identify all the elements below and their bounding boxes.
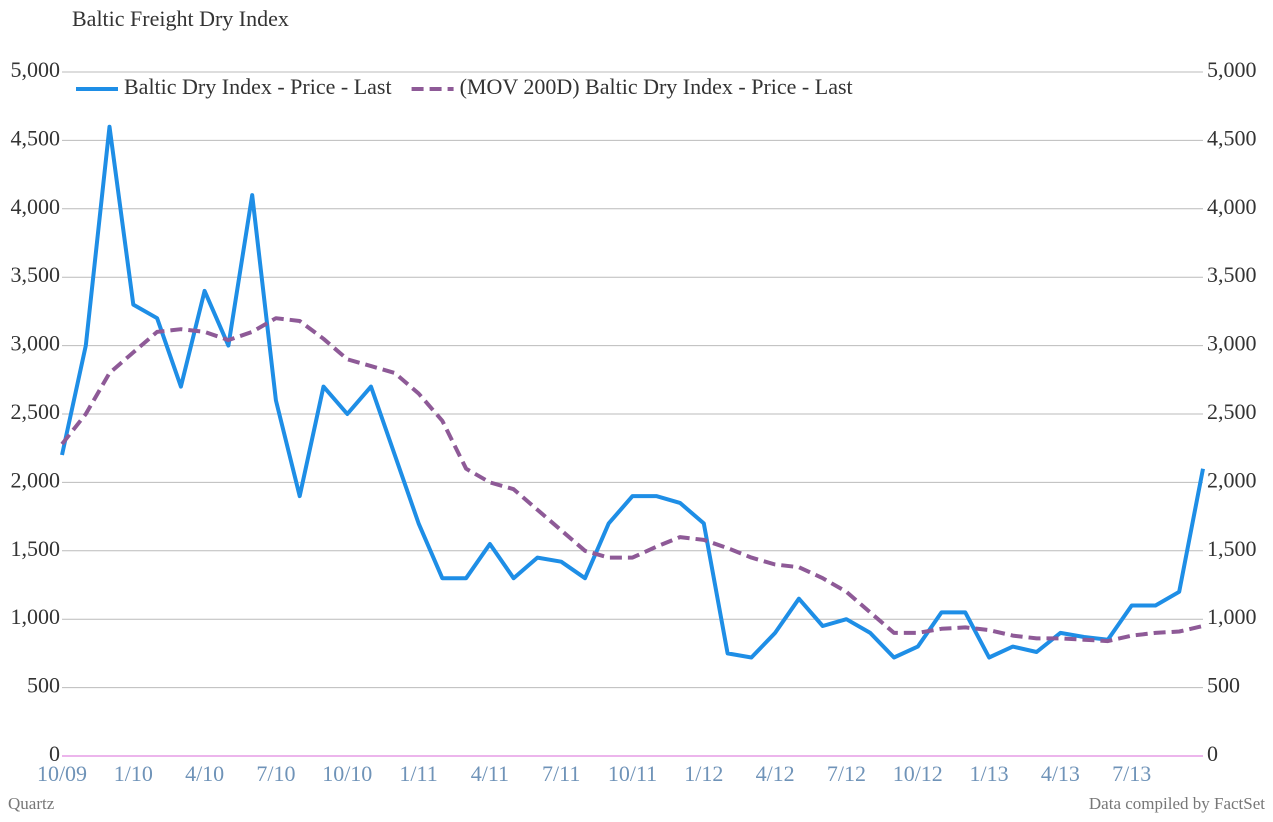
y-tick-label: 2,000 xyxy=(11,467,61,492)
x-tick-label: 4/12 xyxy=(756,761,795,786)
y2-tick-label: 5,000 xyxy=(1207,57,1257,82)
y2-tick-label: 4,000 xyxy=(1207,194,1257,219)
x-tick-label: 10/09 xyxy=(37,761,87,786)
y2-tick-label: 4,500 xyxy=(1207,125,1257,150)
x-tick-label: 7/12 xyxy=(827,761,866,786)
x-tick-label: 7/13 xyxy=(1112,761,1151,786)
series-line xyxy=(60,124,1205,660)
series-line xyxy=(60,316,1204,644)
legend-label: (MOV 200D) Baltic Dry Index - Price - La… xyxy=(460,74,853,99)
y-tick-label: 4,000 xyxy=(11,194,61,219)
x-tick-label: 1/11 xyxy=(399,761,437,786)
x-tick-label: 4/13 xyxy=(1041,761,1080,786)
x-tick-label: 10/10 xyxy=(322,761,372,786)
y-tick-label: 4,500 xyxy=(11,125,61,150)
x-tick-label: 1/13 xyxy=(970,761,1009,786)
y2-tick-label: 500 xyxy=(1207,673,1240,698)
x-tick-label: 4/10 xyxy=(185,761,224,786)
y2-tick-label: 1,500 xyxy=(1207,536,1257,561)
y2-tick-label: 0 xyxy=(1207,741,1218,766)
x-tick-label: 4/11 xyxy=(471,761,509,786)
y-tick-label: 2,500 xyxy=(11,399,61,424)
y-tick-label: 3,500 xyxy=(11,262,61,287)
y2-tick-label: 2,500 xyxy=(1207,399,1257,424)
x-tick-label: 7/10 xyxy=(256,761,295,786)
y2-tick-label: 3,000 xyxy=(1207,331,1257,356)
y2-tick-label: 1,000 xyxy=(1207,604,1257,629)
y-tick-label: 5,000 xyxy=(11,57,61,82)
source-right: Data compiled by FactSet xyxy=(1089,794,1265,813)
x-tick-label: 10/11 xyxy=(608,761,657,786)
chart-title: Baltic Freight Dry Index xyxy=(72,6,289,31)
x-tick-label: 7/11 xyxy=(542,761,580,786)
y-tick-label: 1,000 xyxy=(11,604,61,629)
y2-tick-label: 3,500 xyxy=(1207,262,1257,287)
y2-tick-label: 2,000 xyxy=(1207,467,1257,492)
source-left: Quartz xyxy=(8,794,55,813)
x-tick-label: 1/12 xyxy=(684,761,723,786)
y-tick-label: 0 xyxy=(49,741,60,766)
x-tick-label: 10/12 xyxy=(893,761,943,786)
legend-label: Baltic Dry Index - Price - Last xyxy=(124,74,392,99)
y-tick-label: 3,000 xyxy=(11,331,61,356)
y-tick-label: 1,500 xyxy=(11,536,61,561)
x-tick-label: 1/10 xyxy=(114,761,153,786)
y-tick-label: 500 xyxy=(27,673,60,698)
